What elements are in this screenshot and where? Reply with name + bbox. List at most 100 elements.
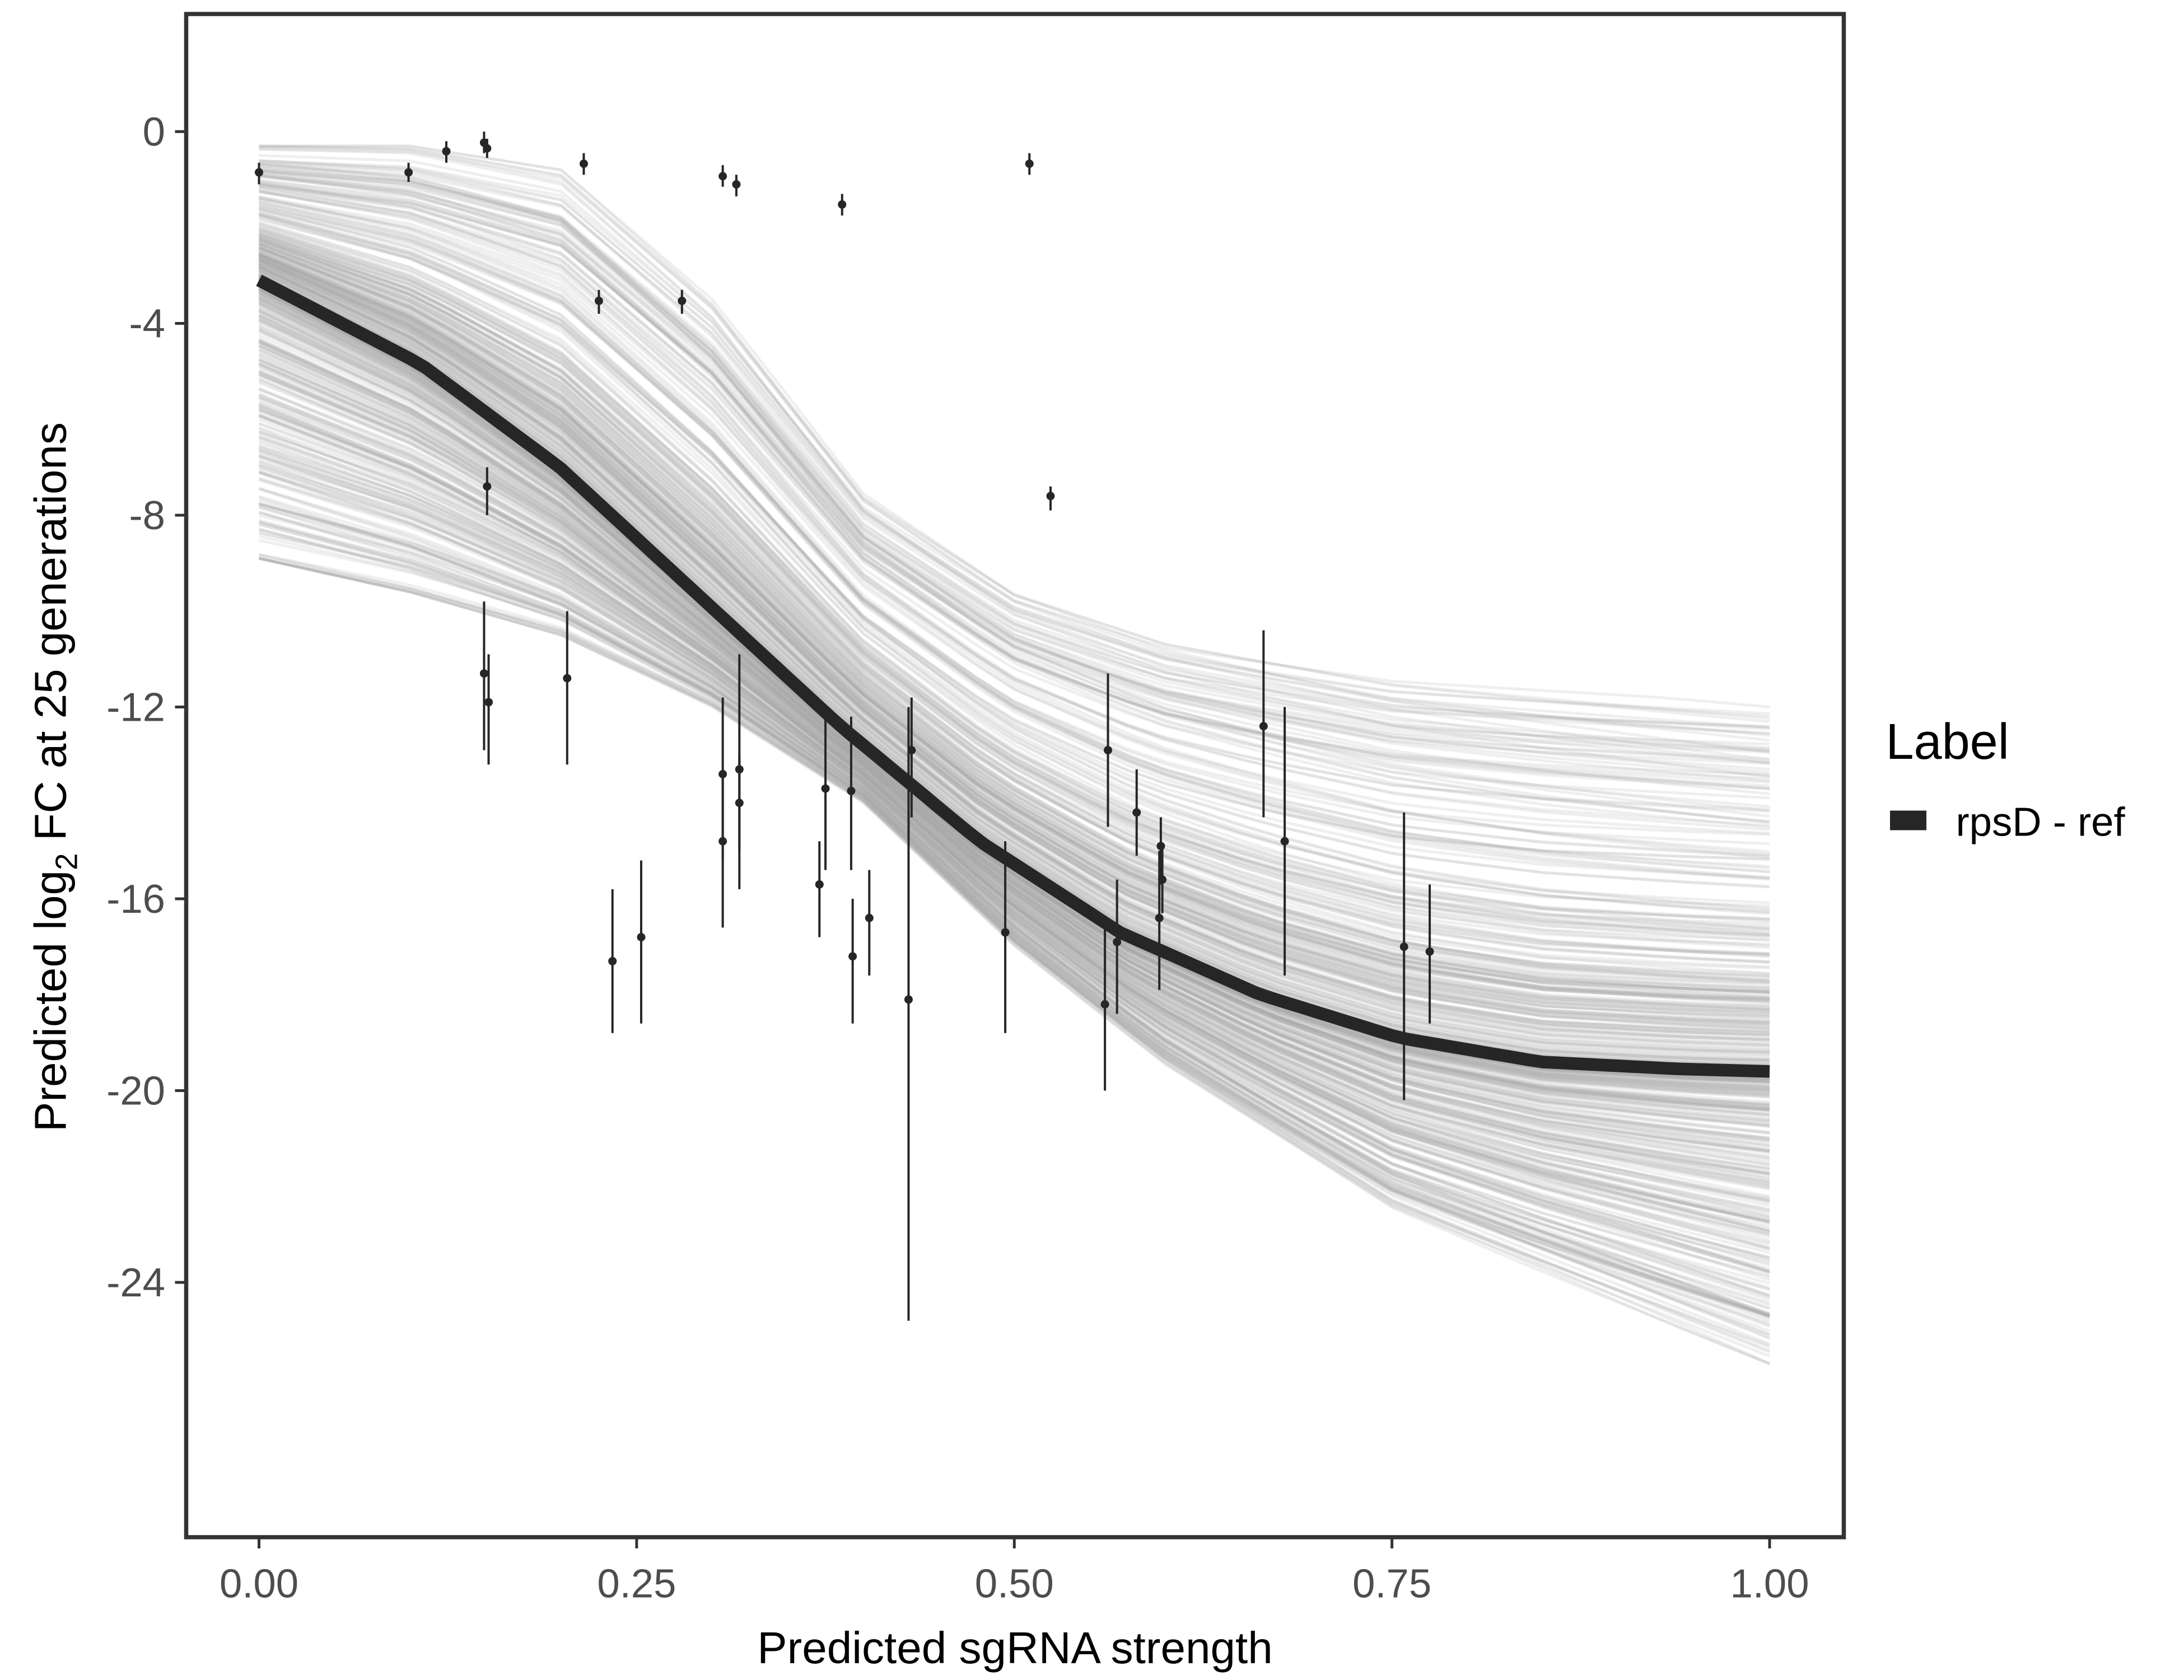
- posterior-draw-line: [258, 309, 1770, 1098]
- posterior-draw-line: [259, 159, 1770, 765]
- posterior-draw-line: [258, 330, 1770, 1123]
- x-tick-label: 0.00: [220, 1561, 298, 1607]
- posterior-draw-line: [258, 463, 1770, 1265]
- data-point: [483, 467, 492, 515]
- posterior-draw-line: [258, 206, 1770, 857]
- posterior-draw-line: [259, 164, 1770, 813]
- data-point: [1025, 153, 1034, 175]
- posterior-draw-line: [258, 353, 1770, 1159]
- posterior-draw-line: [258, 262, 1770, 1014]
- posterior-draw-line: [259, 179, 1770, 790]
- posterior-draw-line: [258, 265, 1770, 1033]
- posterior-draw-line: [259, 169, 1770, 777]
- posterior-draw-line: [258, 487, 1770, 1327]
- posterior-draw-line: [259, 175, 1770, 750]
- posterior-draw-line: [258, 366, 1770, 1152]
- posterior-draw-line: [258, 223, 1770, 930]
- posterior-draw-line: [258, 251, 1770, 990]
- posterior-draw-line: [259, 144, 1770, 742]
- posterior-draw-line: [258, 256, 1770, 1024]
- posterior-draw-line: [258, 231, 1770, 921]
- x-tick-label: 0.25: [597, 1561, 676, 1607]
- data-point: [815, 841, 824, 937]
- posterior-draw-line: [258, 271, 1770, 1054]
- point-marker: [732, 180, 741, 189]
- posterior-draw-line: [258, 236, 1770, 932]
- data-point: [1280, 707, 1289, 976]
- point-marker: [483, 144, 492, 153]
- posterior-draw-line: [258, 470, 1770, 1318]
- posterior-draw-line: [258, 503, 1770, 1263]
- posterior-draw-line: [258, 449, 1770, 1228]
- posterior-draw-line: [258, 301, 1770, 1104]
- posterior-draw-line: [258, 254, 1770, 1020]
- posterior-draw-line: [258, 267, 1770, 1032]
- point-marker: [821, 784, 830, 793]
- posterior-draw-line: [258, 261, 1770, 1014]
- posterior-draw-line: [259, 183, 1770, 754]
- posterior-draw-line: [258, 211, 1770, 930]
- posterior-draw-line: [258, 268, 1770, 1046]
- posterior-draw-line: [258, 253, 1770, 1001]
- posterior-draw-line: [259, 144, 1770, 762]
- posterior-draw-line: [258, 430, 1770, 1211]
- posterior-draw-line: [258, 246, 1770, 1002]
- posterior-draw-line: [259, 167, 1770, 749]
- y-tick-label: 0: [143, 109, 165, 155]
- posterior-draw-line: [259, 184, 1770, 787]
- posterior-draw-line: [258, 520, 1770, 1346]
- posterior-draw-line: [258, 422, 1770, 1203]
- posterior-draw-line: [259, 188, 1770, 780]
- point-marker: [594, 296, 603, 305]
- posterior-draw-line: [258, 269, 1770, 1047]
- data-point: [479, 601, 488, 750]
- posterior-draw-line: [259, 183, 1770, 746]
- posterior-draw-line: [258, 274, 1770, 1062]
- posterior-draw-line: [258, 358, 1770, 1164]
- posterior-draw-line: [258, 234, 1770, 958]
- posterior-draw-line: [258, 528, 1770, 1352]
- posterior-draw-line: [258, 319, 1770, 1116]
- posterior-draw-line: [258, 203, 1770, 858]
- posterior-draw-line: [258, 528, 1770, 1317]
- posterior-draw-line: [258, 220, 1770, 939]
- posterior-draw-line: [258, 477, 1770, 1274]
- posterior-draw-line: [258, 396, 1770, 1188]
- posterior-draw-line: [259, 169, 1770, 731]
- point-marker: [484, 698, 493, 707]
- posterior-draw-line: [259, 159, 1770, 729]
- posterior-draw-line: [258, 470, 1770, 1259]
- point-marker: [637, 933, 646, 941]
- posterior-draw-line: [258, 253, 1770, 993]
- posterior-draw-line: [258, 228, 1770, 958]
- posterior-draw-line: [258, 210, 1770, 916]
- posterior-draw-line: [258, 433, 1770, 1273]
- posterior-draw-line: [258, 460, 1770, 1318]
- posterior-draw-line: [258, 418, 1770, 1225]
- posterior-draw-line: [258, 523, 1770, 1320]
- posterior-draw-line: [258, 435, 1770, 1213]
- posterior-draw-line: [258, 250, 1770, 989]
- posterior-draw-line: [258, 502, 1770, 1299]
- posterior-draw-line: [258, 245, 1770, 994]
- posterior-draw-line: [258, 458, 1770, 1246]
- y-tick-label: -24: [106, 1260, 165, 1305]
- posterior-draw-line: [259, 166, 1770, 774]
- posterior-draw-line: [258, 235, 1770, 955]
- posterior-draw-line: [258, 268, 1770, 1043]
- posterior-draw-line: [259, 190, 1770, 800]
- point-marker: [847, 786, 856, 795]
- posterior-draw-line: [258, 488, 1770, 1340]
- y-tick-label: -20: [106, 1068, 165, 1114]
- posterior-draw-line: [258, 202, 1770, 881]
- posterior-draw-line: [258, 242, 1770, 968]
- posterior-draw-line: [258, 258, 1770, 1023]
- posterior-draw-line: [258, 356, 1770, 1174]
- posterior-draw-line: [258, 263, 1770, 1034]
- posterior-draw-line: [258, 363, 1770, 1180]
- posterior-draw-line: [258, 200, 1770, 870]
- posterior-draw-line: [258, 233, 1770, 975]
- data-point: [821, 707, 830, 870]
- posterior-draw-line: [259, 181, 1770, 859]
